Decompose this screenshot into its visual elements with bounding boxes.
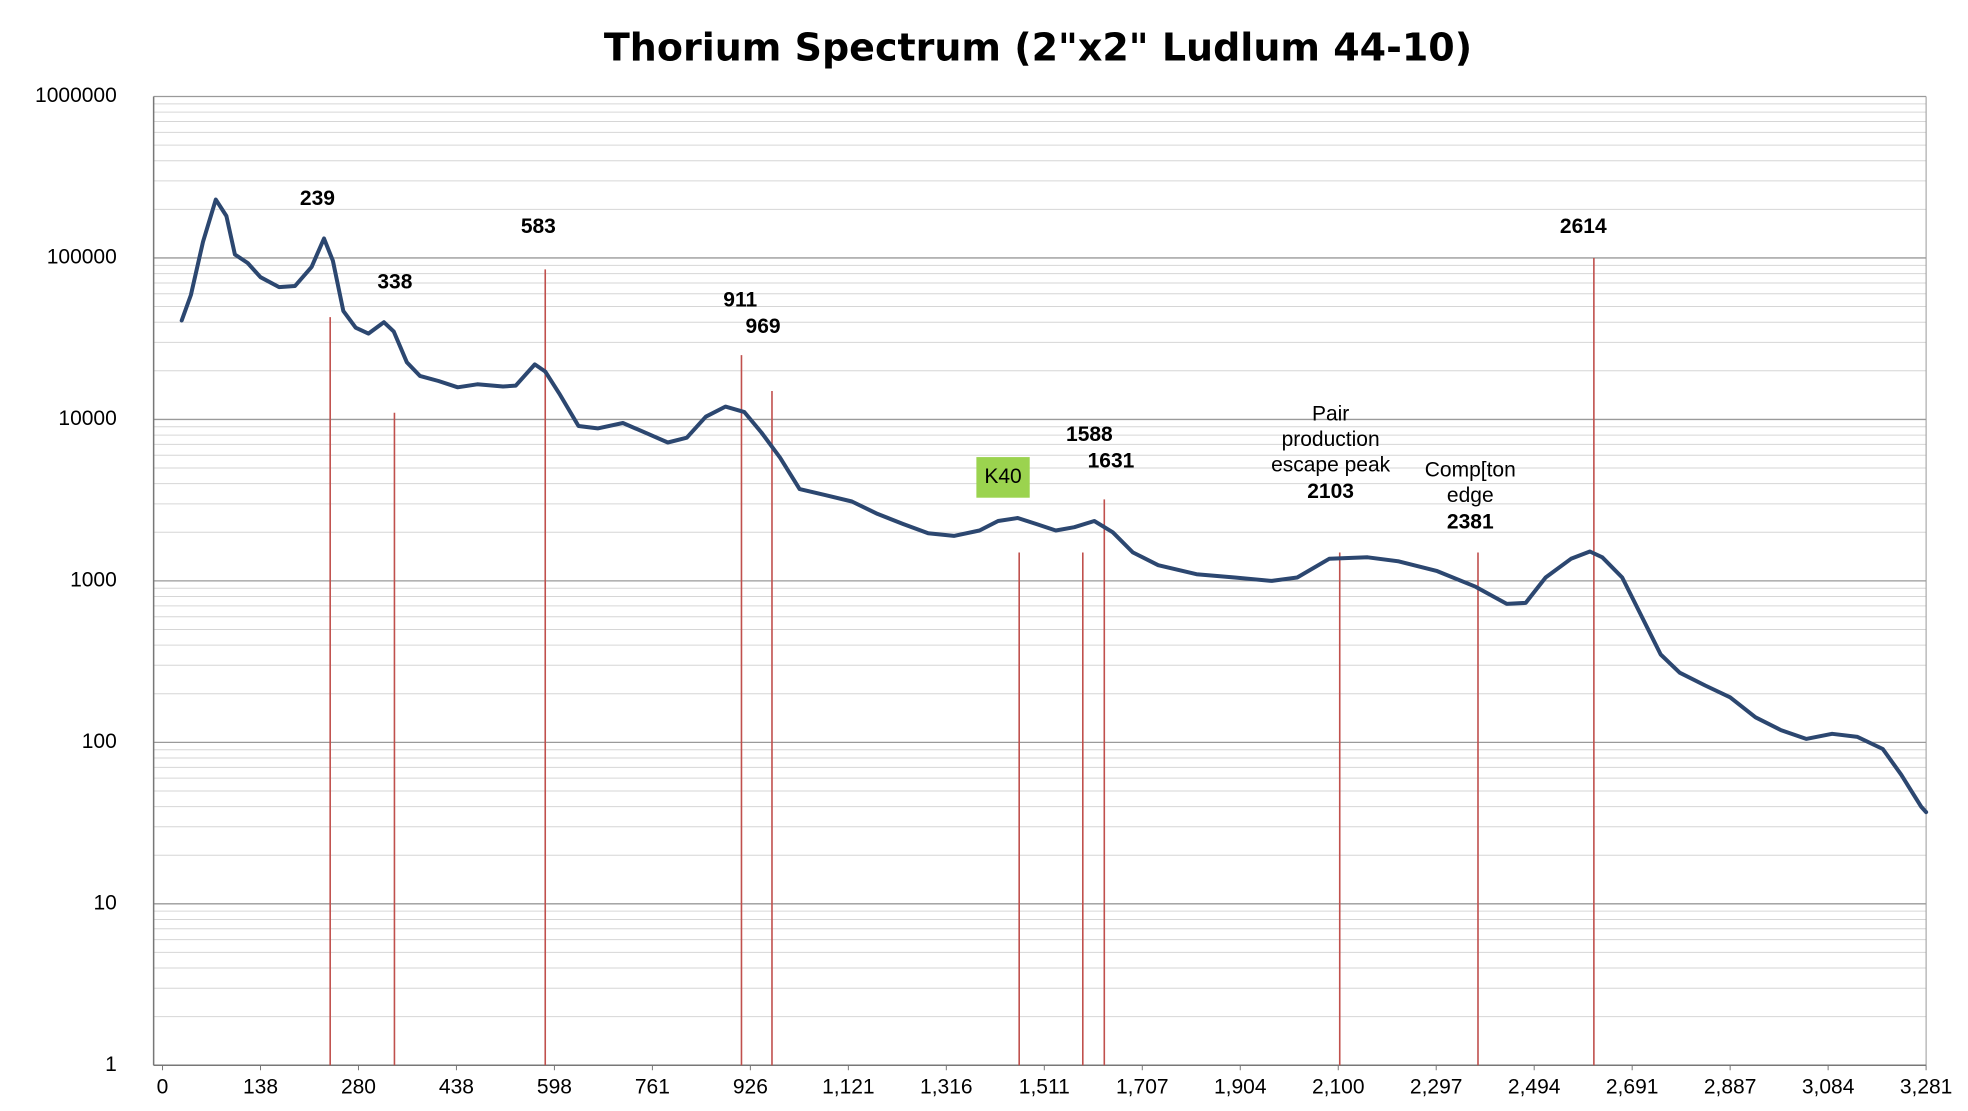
x-tick-label: 2,887 xyxy=(1704,1076,1757,1099)
x-tick-label: 3,281 xyxy=(1900,1076,1953,1099)
annotation-label: 338 xyxy=(377,271,412,294)
y-tick-label: 1 xyxy=(105,1053,117,1076)
x-tick-label: 0 xyxy=(157,1076,169,1099)
y-tick-label: 1000000 xyxy=(35,84,117,107)
x-tick-label: 926 xyxy=(733,1076,768,1099)
annotation-label: 239 xyxy=(300,187,335,210)
y-tick-label: 1000 xyxy=(70,568,117,591)
x-tick-label: 2,494 xyxy=(1508,1076,1561,1099)
annotation-text: escape peak xyxy=(1271,454,1391,477)
x-tick-label: 1,121 xyxy=(822,1076,875,1099)
annotation-label: 2381 xyxy=(1447,511,1494,534)
x-tick-label: 1,707 xyxy=(1116,1076,1169,1099)
x-tick-label: 138 xyxy=(243,1076,278,1099)
annotation-text: Comp[ton xyxy=(1425,459,1516,482)
chart-title: Thorium Spectrum (2"x2" Ludlum 44-10) xyxy=(604,26,1472,70)
x-tick-label: 2,297 xyxy=(1410,1076,1463,1099)
annotation-text: production xyxy=(1282,428,1380,451)
x-tick-label: 3,084 xyxy=(1802,1076,1855,1099)
spectrum-line xyxy=(179,197,1929,815)
x-tick-label: 2,100 xyxy=(1312,1076,1365,1099)
x-tick-label: 761 xyxy=(635,1076,670,1099)
annotation-text: edge xyxy=(1447,484,1494,507)
x-tick-label: 2,691 xyxy=(1606,1076,1659,1099)
annotation-box xyxy=(976,457,1030,498)
x-tick-label: 438 xyxy=(439,1076,474,1099)
x-tick-label: 1,904 xyxy=(1214,1076,1267,1099)
x-tick-label: 280 xyxy=(341,1076,376,1099)
annotation-text: Pair xyxy=(1312,403,1349,426)
annotation-text: K40 xyxy=(984,465,1021,488)
y-tick-label: 100 xyxy=(82,730,117,753)
annotation-label: 969 xyxy=(746,315,781,338)
annotation-label: 1631 xyxy=(1088,450,1135,473)
x-tick-label: 598 xyxy=(537,1076,572,1099)
annotation-label: 911 xyxy=(723,288,757,311)
y-tick-label: 100000 xyxy=(47,246,117,269)
y-tick-label: 10000 xyxy=(58,407,116,430)
annotation-label: 1588 xyxy=(1066,423,1113,446)
y-tick-label: 10 xyxy=(93,891,116,914)
annotation-label: 583 xyxy=(521,215,556,238)
x-tick-label: 1,316 xyxy=(920,1076,973,1099)
annotation-label: 2614 xyxy=(1560,215,1607,238)
annotation-label: 2103 xyxy=(1307,480,1354,503)
x-tick-label: 1,511 xyxy=(1019,1076,1070,1099)
